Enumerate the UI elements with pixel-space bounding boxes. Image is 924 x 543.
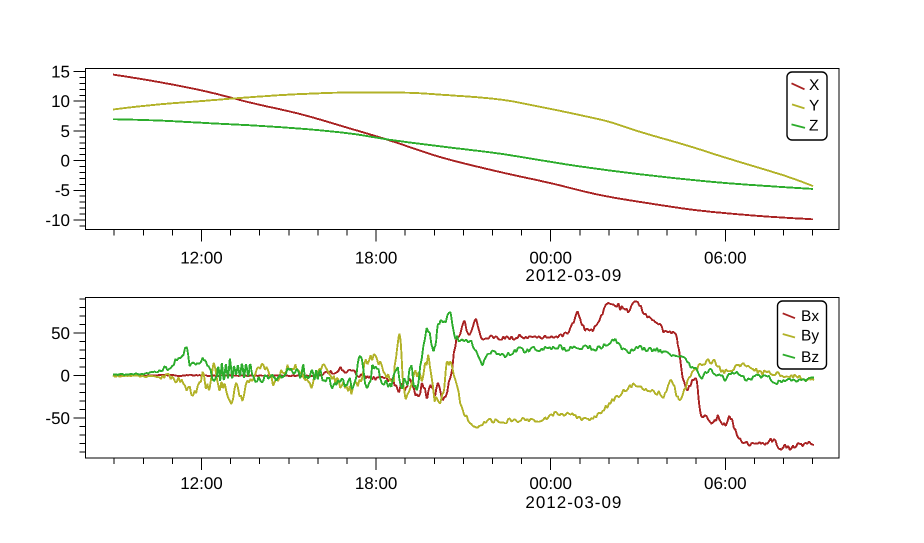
svg-text:Z: Z: [809, 117, 818, 134]
svg-text:12:00: 12:00: [180, 474, 223, 493]
svg-text:X: X: [809, 77, 820, 94]
svg-text:Bz: Bz: [801, 349, 819, 366]
svg-text:-50: -50: [45, 409, 70, 428]
svg-text:0: 0: [61, 366, 70, 385]
svg-text:15: 15: [51, 62, 70, 81]
svg-text:50: 50: [51, 324, 70, 343]
svg-text:12:00: 12:00: [180, 248, 223, 267]
svg-text:Y: Y: [809, 98, 819, 115]
svg-text:0: 0: [61, 152, 70, 171]
svg-text:18:00: 18:00: [355, 248, 398, 267]
svg-text:00:00: 00:00: [529, 474, 572, 493]
svg-text:By: By: [801, 328, 819, 345]
svg-text:10: 10: [51, 92, 70, 111]
svg-text:2012-03-09: 2012-03-09: [525, 493, 622, 512]
svg-text:06:00: 06:00: [704, 474, 747, 493]
svg-text:06:00: 06:00: [704, 248, 747, 267]
svg-text:5: 5: [61, 122, 70, 141]
svg-text:2012-03-09: 2012-03-09: [525, 266, 622, 285]
svg-text:-5: -5: [55, 181, 70, 200]
svg-text:Bx: Bx: [801, 308, 819, 325]
svg-text:18:00: 18:00: [355, 474, 398, 493]
svg-text:00:00: 00:00: [529, 248, 572, 267]
svg-text:-10: -10: [45, 211, 70, 230]
